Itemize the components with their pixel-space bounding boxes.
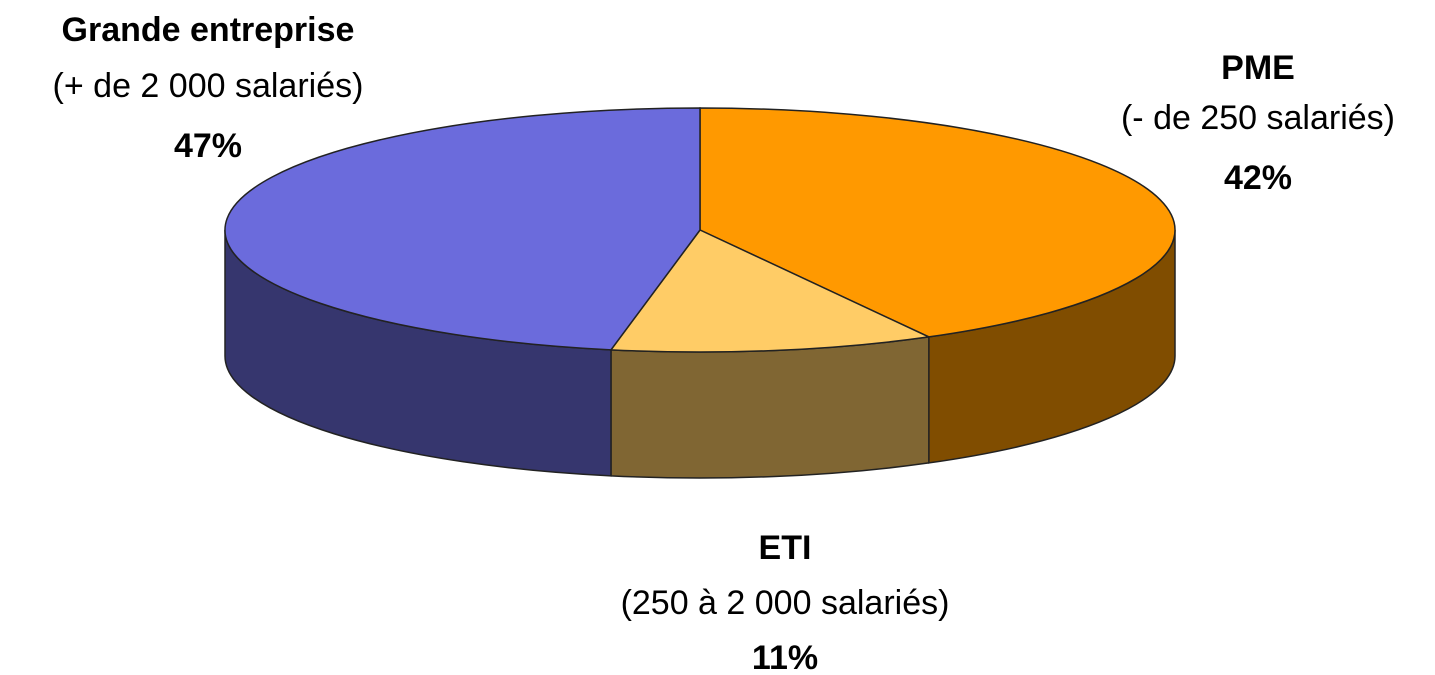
slice-name: ETI	[759, 529, 812, 567]
slice-sublabel: (+ de 2 000 salariés)	[53, 67, 364, 105]
slice-value-label: 42%	[1224, 159, 1292, 197]
slice-sublabel: (250 à 2 000 salariés)	[621, 584, 950, 622]
pie-slice	[699, 107, 1176, 338]
slice-name: PME	[1221, 49, 1295, 87]
pie-slice	[224, 107, 701, 351]
slice-value-label: 11%	[752, 639, 818, 675]
slice-name: Grande entreprise	[62, 11, 355, 49]
slice-value-label: 47%	[174, 127, 242, 165]
slice-sublabel: (- de 250 salariés)	[1121, 99, 1395, 137]
pie-slice	[609, 229, 932, 353]
pie-side	[610, 336, 930, 479]
